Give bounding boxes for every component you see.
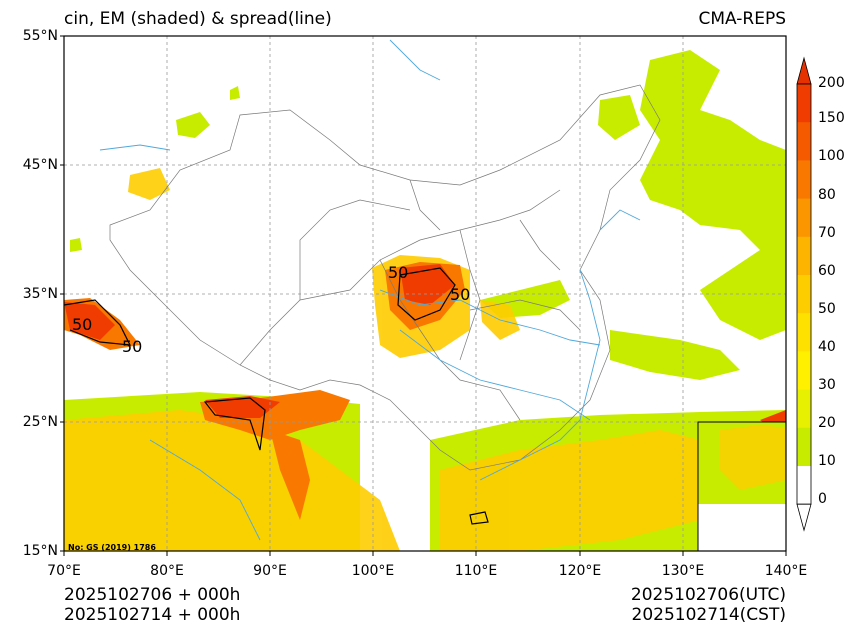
colorbar-label: 60 [818, 263, 836, 279]
borders [109, 84, 661, 471]
colorbar-segment [797, 427, 811, 467]
colorbar-label: 50 [818, 301, 836, 317]
colorbar-segment [797, 84, 811, 123]
lon-label-130: 130°E [661, 563, 705, 579]
lat-label-45: 45°N [22, 157, 58, 173]
rivers [99, 39, 641, 541]
lon-label-90: 90°E [253, 563, 287, 579]
south-china-sea-inset [697, 421, 786, 551]
colorbar-label: 30 [818, 377, 836, 393]
colorbar-segment [797, 160, 811, 200]
init-time-utc: 2025102706 + 000h [64, 585, 241, 605]
colorbar-label: 150 [818, 110, 845, 126]
contour-label: 50 [450, 285, 470, 304]
colorbar-label: 10 [818, 453, 836, 469]
valid-time-utc: 2025102706(UTC) [630, 585, 786, 605]
lat-label-25: 25°N [22, 414, 58, 430]
colorbar-label: 70 [818, 225, 836, 241]
graticule [64, 36, 786, 551]
colorbar-segment [797, 122, 811, 161]
lon-label-120: 120°E [558, 563, 602, 579]
colorbar-label: 80 [818, 187, 836, 203]
axis-ticks [60, 35, 787, 556]
colorbar-label: 200 [818, 75, 845, 91]
lon-label-100: 100°E [351, 563, 395, 579]
colorbar [796, 56, 812, 532]
colorbar-over-arrow [796, 56, 812, 85]
colorbar-segment [797, 389, 811, 429]
spread-contours [64, 267, 489, 525]
contour-label: 50 [388, 263, 408, 282]
colorbar-segment [797, 236, 811, 276]
colorbar-label: 0 [818, 491, 827, 507]
colorbar-segment [797, 351, 811, 391]
colorbar-label: 40 [818, 339, 836, 355]
lon-label-80: 80°E [150, 563, 184, 579]
colorbar-label: 20 [818, 415, 836, 431]
colorbar-label: 100 [818, 148, 845, 164]
valid-time-cst: 2025102714(CST) [631, 605, 786, 625]
lat-label-35: 35°N [22, 286, 58, 302]
contour-label: 50 [122, 337, 142, 356]
lat-label-15: 15°N [22, 543, 58, 559]
map-area: 50 50 50 50 [64, 36, 786, 551]
lat-label-55: 55°N [22, 28, 58, 44]
lon-label-140: 140°E [764, 563, 808, 579]
lon-label-70: 70°E [47, 563, 81, 579]
lon-label-110: 110°E [454, 563, 498, 579]
contour-label: 50 [72, 315, 92, 334]
model-name: CMA-REPS [698, 9, 786, 29]
colorbar-under-arrow [796, 503, 812, 532]
map-approval-note: No: GS (2019) 1786 [68, 543, 156, 552]
init-time-cst: 2025102714 + 000h [64, 605, 241, 625]
colorbar-segment [797, 275, 811, 314]
colorbar-segment [797, 313, 811, 352]
colorbar-segment [797, 466, 811, 505]
map-title: cin, EM (shaded) & spread(line) [64, 9, 332, 29]
colorbar-segment [797, 198, 811, 238]
